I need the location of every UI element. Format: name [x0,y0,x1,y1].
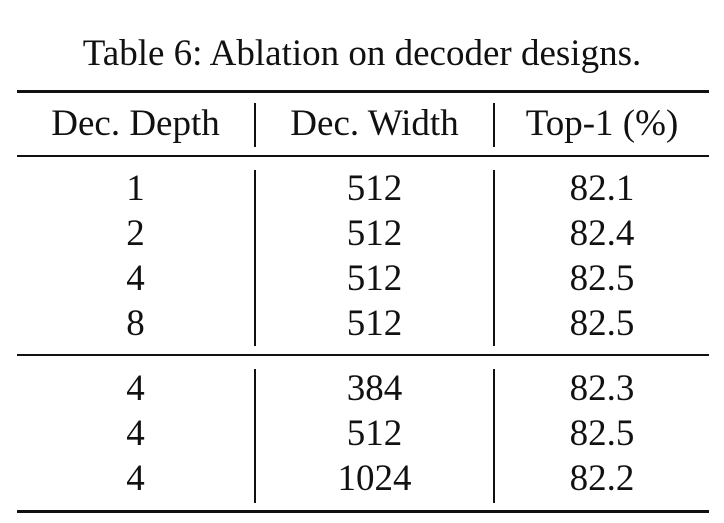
depth-cell: 4 [126,258,145,299]
top1-cell: 82.5 [569,413,635,454]
width-cell: 512 [346,168,403,209]
top1-cell: 82.3 [569,368,635,409]
width-cell: 384 [346,368,403,409]
depth-cell: 4 [126,458,145,499]
width-cell: 1024 [337,458,412,499]
column-separator [254,170,256,346]
table-caption: Table 6: Ablation on decoder designs. [82,33,642,74]
depth-cell: 8 [126,303,145,344]
group-rule [17,354,709,356]
top1-cell: 82.2 [569,458,635,499]
column-separator [493,103,495,147]
column-separator [254,103,256,147]
width-cell: 512 [346,303,403,344]
top1-cell: 82.5 [569,303,635,344]
bottom-rule [17,510,709,513]
column-separator [254,369,256,503]
width-cell: 512 [346,413,403,454]
top1-cell: 82.1 [569,168,635,209]
depth-cell: 4 [126,413,145,454]
depth-cell: 1 [126,168,145,209]
depth-cell: 2 [126,213,145,254]
top-rule [17,90,709,93]
width-cell: 512 [346,258,403,299]
column-separator [493,369,495,503]
column-separator [493,170,495,346]
width-cell: 512 [346,213,403,254]
header-rule [17,155,709,157]
header-top1: Top-1 (%) [525,103,679,144]
top1-cell: 82.4 [569,213,635,254]
header-dec-width: Dec. Width [290,103,459,144]
depth-cell: 4 [126,368,145,409]
top1-cell: 82.5 [569,258,635,299]
header-dec-depth: Dec. Depth [51,103,220,144]
